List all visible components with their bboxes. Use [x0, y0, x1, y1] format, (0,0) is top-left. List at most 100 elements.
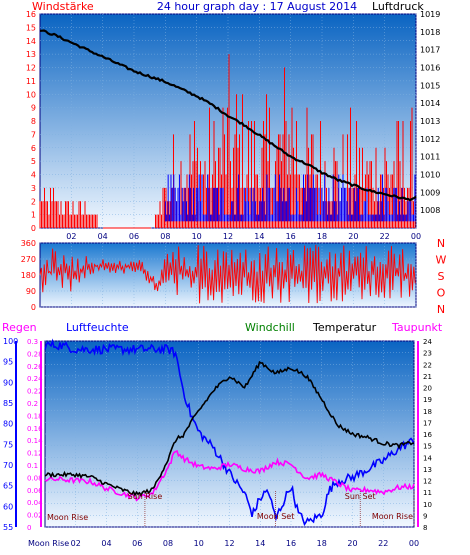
humidity-tick-label: 100 [3, 337, 18, 346]
wind-speed-axis-label: Windstärke [32, 0, 94, 13]
humidity-temperature-x-tick-label: 06 [132, 539, 142, 548]
wind-gust-series [164, 174, 416, 222]
compass-tick-label: N [437, 237, 445, 250]
compass-tick-label: N [437, 303, 445, 316]
pressure-tick-label: 1013 [420, 117, 440, 126]
humidity-temperature-grid [45, 340, 415, 528]
rain-tick-label: 0.28 [27, 350, 43, 358]
humidity-temperature-x-tick-label: 18 [317, 539, 327, 548]
humidity-temperature-x-tick-label: 00 [409, 539, 419, 548]
wind-direction-tick-label: 0 [31, 303, 36, 312]
wind-pressure-x-tick-label: 20 [348, 232, 358, 241]
pressure-line [39, 29, 417, 202]
wind-pressure-x-tick-labels: 02 04 06 08 10 12 14 16 18 20 22 00 [66, 232, 421, 241]
pressure-axis-label: Luftdruck [372, 0, 424, 13]
temperature-tick-label: 17 [423, 419, 432, 427]
humidity-tick-label: 85 [3, 399, 13, 408]
temperature-tick-label: 9 [423, 512, 427, 520]
pressure-series [39, 29, 417, 202]
rain-tick-label: 0.02 [27, 512, 43, 520]
humidity-tick-label: 65 [3, 482, 13, 491]
rain-axis-label: Regen [2, 321, 37, 334]
rain-tick-label: 0.08 [27, 474, 43, 482]
moon-rise-footer-label: Moon Rise [28, 539, 69, 548]
dewpoint-line [44, 449, 415, 502]
dewpoint-series [44, 449, 415, 502]
rain-tick-label: 0.26 [27, 363, 43, 371]
wind-speed-tick-label: 15 [26, 23, 36, 32]
pressure-tick-label: 1018 [420, 28, 440, 37]
wind-speed-tick-label: 13 [26, 50, 36, 59]
wind-speed-tick-label: 14 [26, 37, 36, 46]
temperature-series [44, 360, 415, 497]
wind-pressure-x-tick-label: 14 [254, 232, 264, 241]
sun-moon-annotation-label: Moon Rise [47, 513, 88, 522]
wind-speed-tick-label: 11 [26, 77, 36, 86]
wind-direction-tick-label: 360 [21, 239, 36, 248]
temperature-tick-label: 18 [423, 408, 432, 416]
temperature-tick-label: 22 [423, 361, 432, 369]
wind-speed-tick-label: 0 [31, 224, 36, 233]
temperature-tick-label: 19 [423, 396, 432, 404]
rain-tick-label: 0.18 [27, 412, 43, 420]
humidity-tick-labels: 55 60 65 70 75 80 85 90 95 100 [3, 337, 18, 532]
humidity-temperature-x-tick-label: 20 [347, 539, 357, 548]
dewpoint-axis-label: Taupunkt [391, 321, 443, 334]
humidity-temperature-x-tick-label: 04 [101, 539, 111, 548]
humidity-temperature-x-tick-labels: 02 04 06 08 10 12 14 16 18 20 22 00 [71, 539, 419, 548]
wind-pressure-x-tick-label: 00 [411, 232, 421, 241]
temperature-tick-label: 16 [423, 431, 432, 439]
humidity-tick-label: 60 [3, 502, 13, 511]
rain-tick-label: 0.04 [27, 499, 43, 507]
humidity-temperature-x-tick-label: 22 [378, 539, 388, 548]
rain-tick-label: 0.24 [27, 375, 43, 383]
pressure-tick-label: 1016 [420, 64, 440, 73]
rain-tick-label: 0.2 [27, 400, 38, 408]
temperature-axis-label: Temperatur [312, 321, 377, 334]
pressure-tick-labels: 1008 1009 1010 1011 1012 1013 1014 1015 1016 1017… [420, 10, 440, 215]
pressure-tick-label: 1014 [420, 99, 440, 108]
rain-tick-label: 0.14 [27, 437, 43, 445]
rain-tick-label: 0.06 [27, 487, 43, 495]
wind-speed-tick-label: 3 [31, 184, 36, 193]
humidity-axis-label: Luftfeuchte [66, 321, 129, 334]
wind-speed-tick-label: 12 [26, 64, 36, 73]
wind-speed-tick-label: 5 [31, 157, 36, 166]
wind-speed-tick-label: 8 [31, 117, 36, 126]
rain-tick-labels: 0.3 0.28 0.26 0.24 0.22 0.2 0.18 0.16 0.14 0.12 0.… [27, 338, 43, 532]
sun-moon-annotations: Moon Rise Sun Rise Moon Set Sun Set Moon Ris… [47, 491, 415, 527]
humidity-series [44, 338, 415, 527]
pressure-tick-label: 1010 [420, 171, 440, 180]
wind-direction-tick-labels: 0 90 180 270 360 [21, 239, 36, 312]
wind-speed-tick-label: 9 [31, 104, 36, 113]
wind-pressure-x-tick-label: 08 [160, 232, 170, 241]
sun-moon-annotation-label: Sun Set [345, 492, 376, 501]
windchill-axis-label: Windchill [245, 321, 295, 334]
wind-speed-tick-label: 2 [31, 197, 36, 206]
humidity-temperature-x-tick-label: 02 [71, 539, 81, 548]
pressure-tick-label: 1008 [420, 206, 440, 215]
temperature-tick-label: 20 [423, 385, 432, 393]
wind-direction-tick-label: 90 [26, 287, 36, 296]
wind-pressure-x-tick-label: 22 [380, 232, 390, 241]
humidity-line [44, 338, 415, 527]
wind-direction-series [39, 244, 416, 304]
humidity-temperature-x-tick-label: 12 [224, 539, 234, 548]
temperature-tick-label: 8 [423, 524, 427, 532]
rain-tick-label: 0 [27, 524, 31, 532]
rain-tick-label: 0.1 [27, 462, 38, 470]
wind-speed-tick-label: 6 [31, 144, 36, 153]
temperature-tick-label: 23 [423, 350, 432, 358]
temperature-tick-label: 11 [423, 489, 432, 497]
wind-pressure-x-tick-label: 18 [317, 232, 327, 241]
compass-tick-label: O [437, 287, 446, 300]
wind-direction-tick-label: 270 [21, 255, 36, 264]
rain-tick-label: 0.3 [27, 338, 38, 346]
wind-pressure-x-tick-label: 06 [129, 232, 139, 241]
compass-tick-label: W [436, 254, 447, 267]
wind-direction-tick-label: 180 [21, 271, 36, 280]
